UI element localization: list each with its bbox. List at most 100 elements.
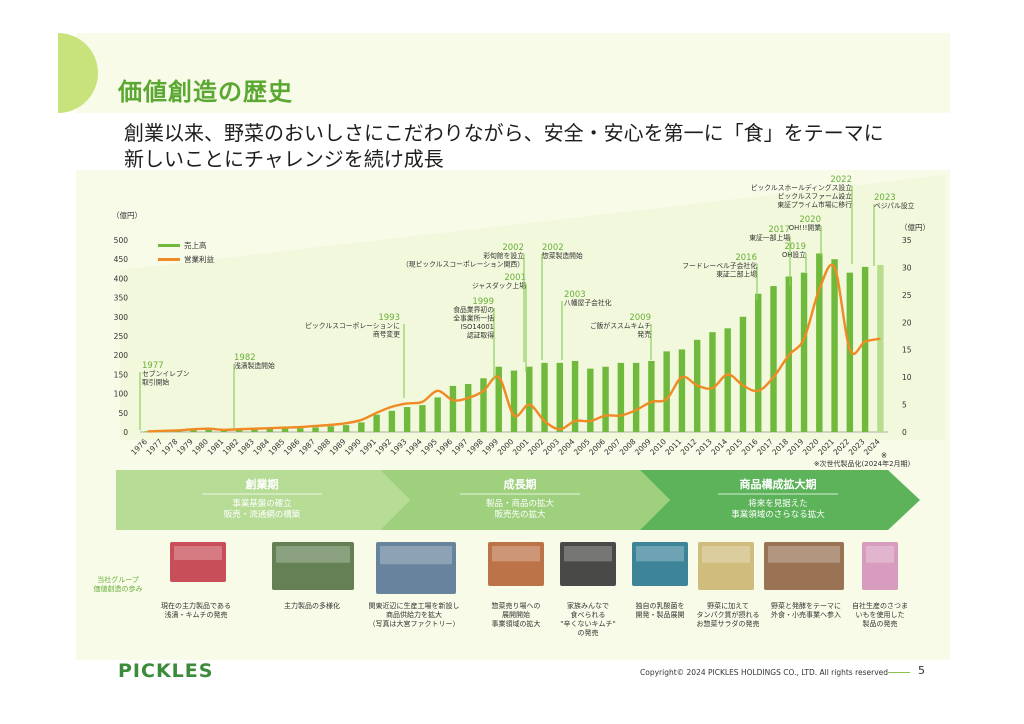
product-photo xyxy=(698,542,754,590)
annotation-year: 2020 xyxy=(799,215,821,225)
annotation-year: 2023 xyxy=(874,193,896,203)
photo-highlight xyxy=(636,546,684,562)
sales-bar xyxy=(327,426,335,432)
phase-arrow xyxy=(116,470,410,530)
side-label: 当社グループ xyxy=(97,575,139,584)
left-tick-label: 500 xyxy=(114,236,129,245)
right-axis-unit: （億円） xyxy=(900,222,930,232)
sales-bar xyxy=(388,410,396,432)
sales-bar xyxy=(342,425,350,432)
annotation-year: 2022 xyxy=(830,175,852,185)
annotation-text: （現ピックルスコーポレーション関西） xyxy=(402,261,524,269)
step-caption: タンパク質が摂れる xyxy=(697,610,760,619)
chart-note: ※次世代製品化(2024年2月期) xyxy=(814,459,911,468)
product-photo xyxy=(376,542,456,594)
right-tick-label: 5 xyxy=(902,401,907,410)
phase-title: 創業期 xyxy=(245,477,279,491)
photo-highlight xyxy=(380,546,452,565)
phase-title: 商品構成拡大期 xyxy=(740,477,817,491)
sales-bar xyxy=(236,429,243,432)
annotation-text: 商号変更 xyxy=(373,330,400,339)
annotation-year: 2002 xyxy=(542,243,564,253)
right-tick-label: 10 xyxy=(902,373,912,382)
phase-subtitle: 事業領域のさらなる拡大 xyxy=(731,509,825,520)
sales-bar xyxy=(434,397,441,432)
legend-label-profit: 営業利益 xyxy=(184,254,214,264)
lead-line-2: 新しいことにチャレンジを続け成長 xyxy=(124,147,444,171)
left-tick-label: 0 xyxy=(123,428,128,437)
sales-bar xyxy=(449,385,457,432)
annotation-text: ジャスダック上場 xyxy=(472,281,526,290)
sales-bar xyxy=(205,429,212,432)
phase-subtitle: 事業基盤の確立 xyxy=(232,498,292,509)
left-tick-label: 200 xyxy=(114,351,129,360)
annotation-text: 東証一部上場 xyxy=(749,233,790,242)
sales-bar xyxy=(220,430,228,432)
sales-bar xyxy=(861,266,869,432)
annotation-text: 浅漬製造開始 xyxy=(234,361,275,370)
step-caption: 製品の発売 xyxy=(863,619,898,628)
legend-swatch-profit xyxy=(158,258,180,261)
annotation-text: ISO14001 xyxy=(461,323,494,331)
sales-bar xyxy=(739,316,747,432)
page-number: 5 xyxy=(918,664,925,677)
estimate-mark: ※ xyxy=(881,451,887,460)
sales-bar xyxy=(358,422,365,432)
photo-highlight xyxy=(174,546,222,560)
photo-highlight xyxy=(866,546,894,563)
photo-highlight xyxy=(564,546,612,562)
annotation-text: フードレーベル子会社化 xyxy=(682,261,757,270)
annotation-text: 八幡屋子会社化 xyxy=(564,298,612,307)
sales-bar xyxy=(190,430,197,432)
photo-highlight xyxy=(768,546,840,563)
annotation-year: 2016 xyxy=(735,253,757,263)
annotation-text: 取引開始 xyxy=(142,378,169,387)
annotation-year: 1993 xyxy=(378,313,400,323)
annotation-text: ピックルスファーム設立 xyxy=(778,192,853,201)
sales-bar xyxy=(556,362,564,432)
annotation-text: セブンイレブン xyxy=(142,369,190,378)
step-caption: 野菜に加えて xyxy=(707,601,749,610)
sales-bar xyxy=(464,384,472,432)
sales-bar xyxy=(297,428,304,432)
step-caption: 惣菜売り場への xyxy=(492,601,541,610)
sales-bar xyxy=(678,349,686,432)
annotation-text: OH設立 xyxy=(782,250,806,259)
annotation-text: 認証取得 xyxy=(467,331,494,340)
sales-bar xyxy=(724,328,731,432)
step-caption: 野菜と発酵をテーマに xyxy=(771,601,841,610)
right-tick-label: 30 xyxy=(902,263,912,272)
product-photo xyxy=(632,542,688,586)
sales-bar xyxy=(281,428,289,432)
sales-bar xyxy=(251,429,258,432)
photo-highlight xyxy=(276,546,350,563)
chart-wedge xyxy=(120,175,945,440)
sales-bar xyxy=(831,259,838,432)
sales-bar xyxy=(526,366,533,432)
step-caption: 開発・製品展開 xyxy=(636,610,685,619)
annotation-text: 彩旬館を設立 xyxy=(483,251,524,260)
annotation-text: ピックルスコーポレーションに xyxy=(305,322,400,330)
photo-highlight xyxy=(492,546,540,562)
step-caption: "辛くないキムチ" xyxy=(560,619,615,628)
step-caption: 展開開始 xyxy=(502,610,530,619)
phase-arrow xyxy=(640,470,920,530)
left-tick-label: 50 xyxy=(118,409,128,418)
left-tick-label: 400 xyxy=(114,274,129,283)
annotation-text: 全事業所一括 xyxy=(453,314,494,323)
annotation-year: 1977 xyxy=(142,361,164,371)
right-tick-label: 15 xyxy=(902,346,912,355)
sales-bar xyxy=(587,368,594,432)
sales-bar xyxy=(312,427,319,432)
product-photo xyxy=(862,542,898,590)
step-caption: 自社生産のさつま xyxy=(852,601,908,610)
footer-divider xyxy=(888,672,910,673)
photo-highlight xyxy=(702,546,750,563)
step-caption: いもを使用した xyxy=(856,610,905,619)
phase-subtitle: 製品・商品の拡大 xyxy=(486,498,555,509)
phase-subtitle: 販売・流通網の構築 xyxy=(224,509,301,520)
step-caption: 浅漬・キムチの発売 xyxy=(165,610,228,619)
left-tick-label: 300 xyxy=(114,313,129,322)
